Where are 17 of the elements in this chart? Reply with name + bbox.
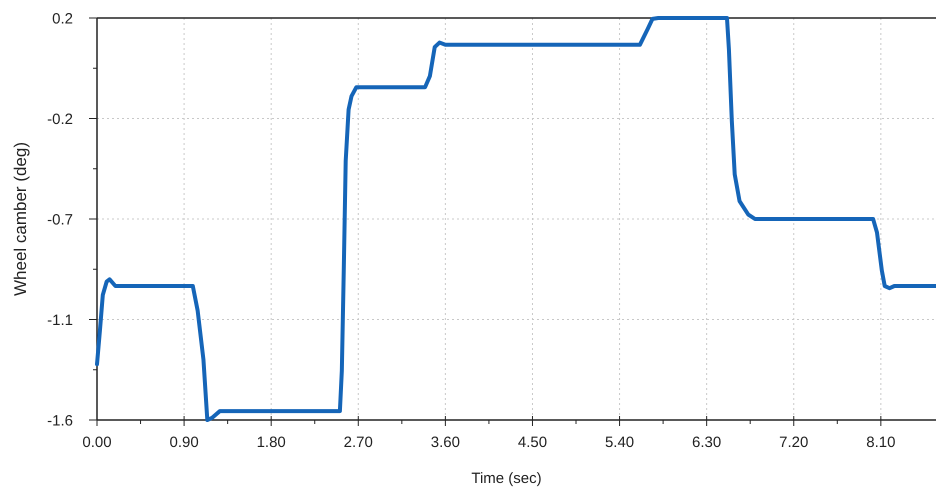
y-tick-label: -1.1: [47, 312, 73, 329]
x-tick-label: 1.80: [256, 434, 286, 451]
x-tick-label: 6.30: [692, 434, 722, 451]
y-axis-title: Wheel camber (deg): [11, 142, 30, 296]
y-tick-label: -0.7: [47, 211, 73, 228]
x-tick-label: 5.40: [604, 434, 634, 451]
x-axis-title: Time (sec): [471, 470, 542, 487]
x-tick-label: 4.50: [518, 434, 548, 451]
x-tick-label: 0.00: [82, 434, 112, 451]
x-tick-label: 7.20: [779, 434, 808, 451]
y-tick-label: -0.2: [47, 110, 73, 128]
x-tick-label: 3.60: [430, 434, 460, 451]
x-tick-label: 2.70: [344, 434, 373, 451]
y-tick-label: -1.6: [47, 412, 73, 430]
x-tick-label: 0.90: [169, 434, 199, 451]
y-tick-label: 0.2: [52, 10, 73, 28]
x-tick-label: 8.10: [866, 434, 896, 451]
